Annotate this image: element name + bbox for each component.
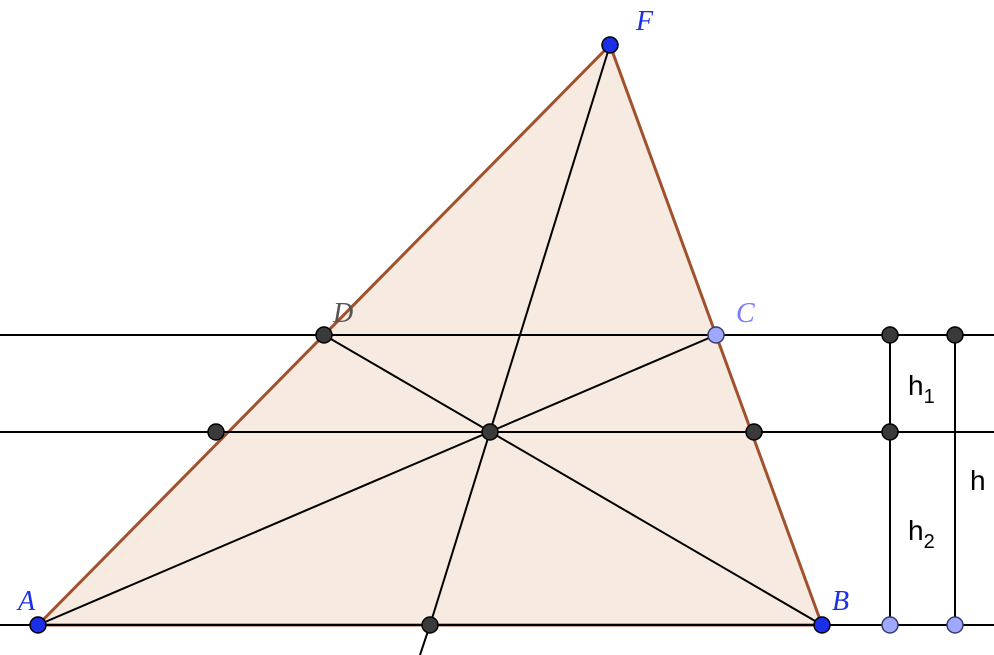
label-D: D: [332, 298, 353, 329]
label-h: h: [970, 465, 986, 496]
point-A: [30, 617, 46, 633]
point-h_top_inner: [882, 327, 898, 343]
label-B: B: [832, 586, 849, 617]
point-F: [602, 37, 618, 53]
label-C: C: [736, 298, 755, 329]
point-M_AB: [422, 617, 438, 633]
label-F: F: [635, 6, 654, 37]
point-M_BF_mid: [746, 424, 762, 440]
point-h_top_outer: [947, 327, 963, 343]
point-h_bot_outer: [947, 617, 963, 633]
label-h1: h1: [908, 370, 935, 408]
point-h_mid_inner: [882, 424, 898, 440]
point-h_bot_inner: [882, 617, 898, 633]
label-h2: h2: [908, 515, 935, 553]
point-B: [814, 617, 830, 633]
point-C: [708, 327, 724, 343]
point-G: [482, 424, 498, 440]
point-M_AF_mid: [208, 424, 224, 440]
point-D: [316, 327, 332, 343]
label-A: A: [16, 586, 36, 617]
